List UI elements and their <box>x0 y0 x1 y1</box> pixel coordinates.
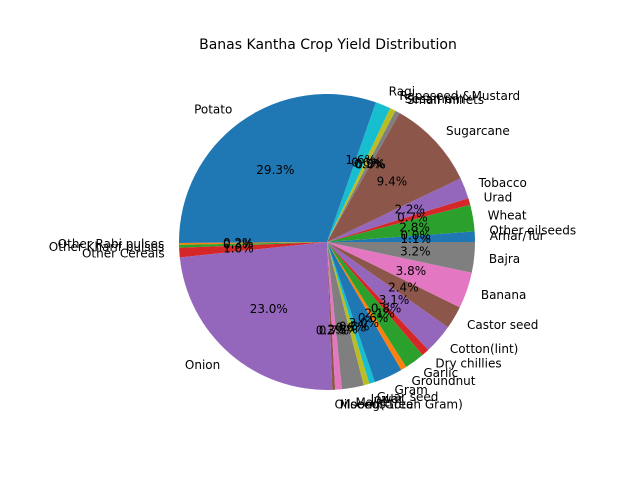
pct-label-guar-seed: 0.6% <box>339 320 370 334</box>
pct-label-ragi: 1.6% <box>345 153 376 167</box>
slice-label-cotton-lint: Cotton(lint) <box>450 342 518 356</box>
pct-label-dry-chillies: 0.8% <box>371 301 402 315</box>
pct-label-moong-green-gram: 0.7% <box>319 324 350 338</box>
slice-label-potato: Potato <box>194 103 232 117</box>
slice-jowar <box>327 242 370 386</box>
pct-label-arhar-tur: 1.1% <box>400 232 431 246</box>
slice-other-cereals <box>179 242 327 258</box>
pct-label-onion: 23.0% <box>250 302 288 316</box>
pct-label-banana: 3.8% <box>396 264 427 278</box>
slice-garlic <box>327 242 423 368</box>
slice-label-onion: Onion <box>185 358 220 372</box>
pct-label-other-cereals: 1.0% <box>223 241 254 255</box>
slice-label-maize: Maize <box>356 395 391 409</box>
slice-label-ragi: Ragi <box>389 84 415 98</box>
slice-label-gram: Gram <box>395 383 428 397</box>
slice-ragi <box>327 102 391 242</box>
slice-urad <box>327 198 471 242</box>
pct-label-wheat: 2.8% <box>399 221 430 235</box>
pct-label-other-oilseeds: 0.0% <box>400 229 431 243</box>
pct-label-other-rabi-pulses: 0.2% <box>223 236 254 250</box>
pct-label-small-millets: 0.0% <box>355 158 386 172</box>
slice-oilseeds-total <box>327 242 336 390</box>
pct-label-rapeseed-mustard: 0.6% <box>351 155 382 169</box>
slice-wheat <box>327 204 475 242</box>
slice-label-tobacco: Tobacco <box>478 176 527 190</box>
slice-label-dry-chillies: Dry chillies <box>435 357 501 371</box>
percentage-labels: 1.1%0.0%2.8%0.7%2.2%9.4%0.0%0.5%0.6%1.6%… <box>223 153 431 338</box>
pct-label-sesamum: 0.5% <box>354 157 385 171</box>
pct-label-other-kharif-pulses: 0.3% <box>223 238 254 252</box>
slice-groundnut <box>327 242 407 371</box>
pct-label-cotton-lint: 3.1% <box>379 293 410 307</box>
pct-label-oilseeds-total: 0.3% <box>316 324 347 338</box>
slice-potato <box>178 93 376 243</box>
slice-label-groundnut: Groundnut <box>411 374 475 388</box>
slice-other-rabi-pulses <box>179 242 327 245</box>
slice-rapeseed-mustard <box>327 108 396 242</box>
slice-label-moong-green-gram: Moong(Green Gram) <box>340 397 463 411</box>
pie-slices <box>178 93 475 390</box>
slice-moong-green-gram <box>327 242 342 390</box>
pct-label-urad: 0.7% <box>397 211 428 225</box>
slice-label-rapeseed-mustard: Rapeseed &Mustard <box>399 89 520 103</box>
pct-label-garlic: 2.1% <box>364 307 395 321</box>
slice-label-banana: Banana <box>481 288 527 302</box>
slice-label-urad: Urad <box>484 190 513 204</box>
slice-gram <box>327 242 402 383</box>
slice-label-other-oilseeds: Other oilseeds <box>489 223 576 237</box>
slice-tobacco <box>327 178 469 242</box>
pct-label-bajra: 3.2% <box>400 244 431 258</box>
slice-bajra <box>327 242 475 273</box>
slice-label-other-cereals: Other Cereals <box>82 247 165 261</box>
slice-onion <box>179 242 333 390</box>
slice-label-castor-seed: Castor seed <box>467 318 538 332</box>
slice-guar-seed <box>327 242 375 384</box>
pct-label-potato: 29.3% <box>256 163 294 177</box>
pct-label-jowar: 0.6% <box>336 321 367 335</box>
slice-label-jowar: Jowar <box>370 392 404 406</box>
slice-label-oilseeds-total: Oilseeds total <box>334 398 416 412</box>
pct-label-gram: 3.0% <box>349 316 380 330</box>
pct-label-groundnut: 0.6% <box>358 311 389 325</box>
pct-label-sugarcane: 9.4% <box>377 174 408 188</box>
slice-label-other-rabi-pulses: Other Rabi pulses <box>58 237 165 251</box>
slice-maize <box>327 242 364 390</box>
slice-label-wheat: Wheat <box>488 209 527 223</box>
slice-label-guar-seed: Guar seed <box>377 390 439 404</box>
chart-title: Banas Kantha Crop Yield Distribution <box>199 37 457 53</box>
slice-arhar-tur <box>327 231 475 242</box>
slice-label-small-millets: Small millets <box>407 93 484 107</box>
slice-dry-chillies <box>327 242 429 355</box>
slice-label-other-kharif-pulses: Other Kharif pulses <box>49 240 164 254</box>
slice-sesamum <box>327 110 400 242</box>
pct-label-castor-seed: 2.4% <box>388 280 419 294</box>
slice-cotton-lint <box>327 242 448 350</box>
slice-label-garlic: Garlic <box>423 366 458 380</box>
slice-other-kharif-pulses <box>179 242 327 248</box>
slice-sugarcane <box>327 113 461 243</box>
slice-castor-seed <box>327 242 460 328</box>
slice-banana <box>327 242 472 308</box>
pct-label-tobacco: 2.2% <box>394 203 425 217</box>
slice-label-sugarcane: Sugarcane <box>446 124 510 138</box>
slice-label-sesamum: Sesamum <box>405 92 465 106</box>
slice-label-arhar-tur: Arhar/Tur <box>490 229 545 243</box>
slice-label-bajra: Bajra <box>489 252 520 266</box>
pct-label-maize: 2.3% <box>327 322 358 336</box>
